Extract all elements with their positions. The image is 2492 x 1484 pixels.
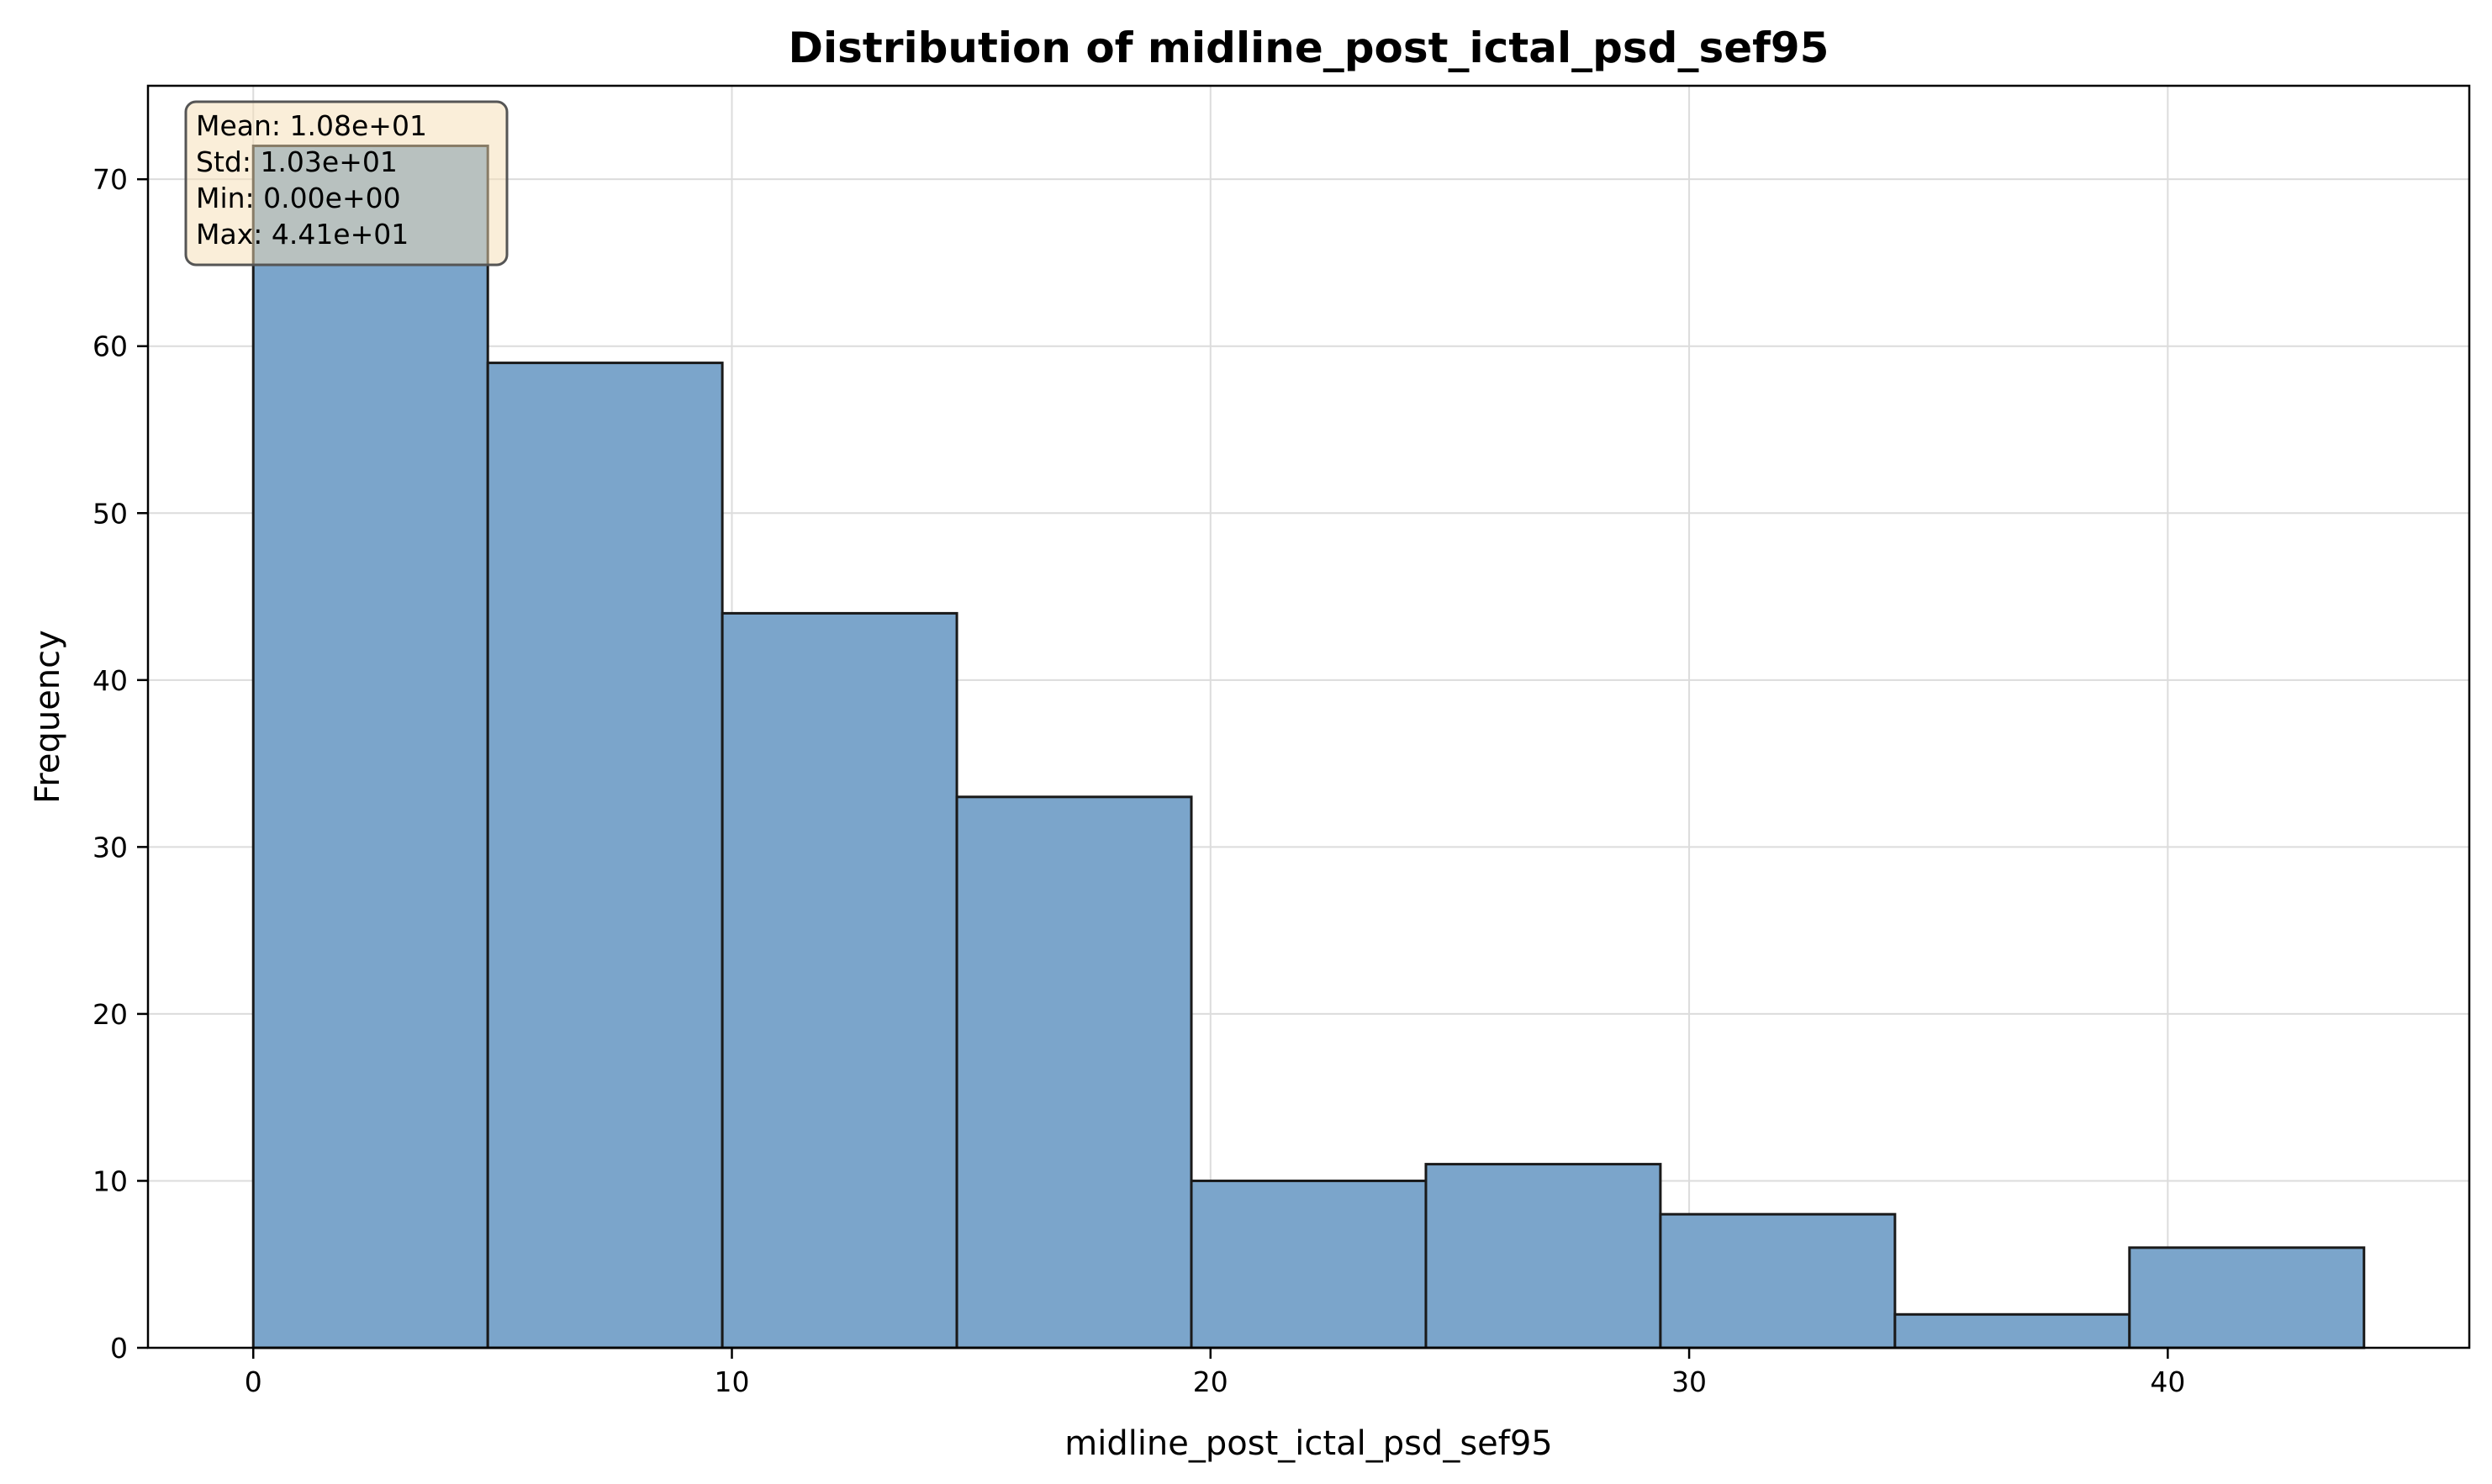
x-tick-label: 10 (715, 1365, 750, 1398)
x-axis-label: midline_post_ictal_psd_sef95 (1064, 1424, 1553, 1463)
axis-ticks: 0 10 20 30 40 0 10 20 30 40 50 60 70 (92, 163, 2185, 1398)
histogram-bar (2128, 1246, 2366, 1349)
y-tick-label: 10 (92, 1164, 128, 1197)
histogram-bar (1424, 1163, 1662, 1349)
y-tick-label: 60 (92, 330, 128, 363)
histogram-bar (486, 362, 724, 1349)
y-tick-label: 70 (92, 163, 128, 196)
stats-line: Max: 4.41e+01 (196, 218, 409, 251)
histogram-bar (721, 611, 958, 1349)
histogram-bar (251, 144, 489, 1349)
y-tick-label: 50 (92, 497, 128, 530)
stats-box-background (184, 100, 509, 267)
x-tick-label: 0 (245, 1365, 262, 1398)
y-tick-label: 0 (110, 1332, 128, 1365)
histogram-bars (251, 144, 2366, 1349)
plot-frame (146, 84, 2471, 1349)
stats-line: Std: 1.03e+01 (196, 145, 398, 178)
stats-line: Mean: 1.08e+01 (196, 109, 427, 142)
x-tick-label: 40 (2150, 1365, 2185, 1398)
histogram-bar (955, 795, 1193, 1349)
y-tick-label: 20 (92, 998, 128, 1031)
x-tick-label: 30 (1671, 1365, 1707, 1398)
histogram-bar (1659, 1212, 1897, 1349)
x-tick-label: 20 (1193, 1365, 1228, 1398)
y-tick-label: 30 (92, 831, 128, 863)
chart-title: Distribution of midline_post_ictal_psd_s… (789, 24, 1829, 72)
y-axis-label: Frequency (29, 630, 67, 804)
histogram-bar (1893, 1312, 2131, 1349)
stats-line: Min: 0.00e+00 (196, 182, 401, 214)
histogram-bar (1190, 1179, 1428, 1349)
y-tick-label: 40 (92, 664, 128, 697)
